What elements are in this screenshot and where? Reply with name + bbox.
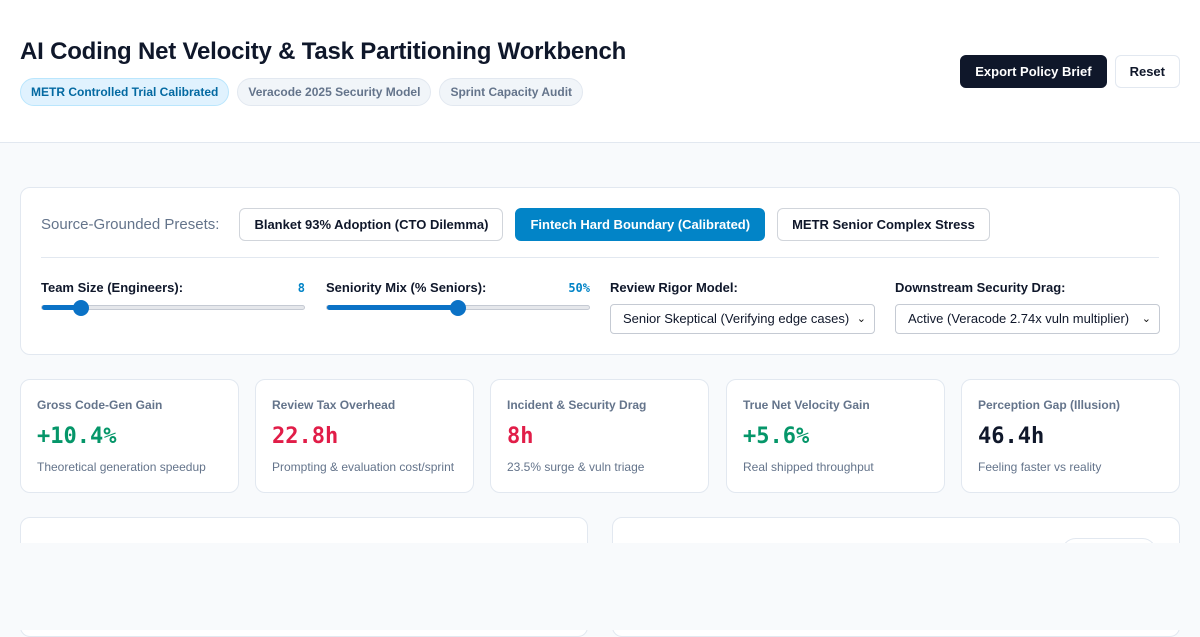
export-policy-brief-button[interactable]: Export Policy Brief: [960, 55, 1107, 88]
metric-subtext: Feeling faster vs reality: [978, 460, 1102, 474]
metric-value: 8h: [507, 424, 534, 449]
team-size-slider-thumb[interactable]: [73, 300, 90, 316]
security-drag-select[interactable]: Active (Veracode 2.74x vuln multiplier) …: [895, 304, 1160, 334]
chevron-down-icon: ⌄: [856, 313, 866, 325]
review-rigor-selected: Senior Skeptical (Verifying edge cases): [623, 311, 850, 326]
team-size-value: 8: [297, 281, 305, 295]
team-size-slider[interactable]: [41, 300, 305, 316]
metric-card-gross-gain: Gross Code-Gen Gain +10.4% Theoretical g…: [20, 379, 239, 493]
app-header: AI Coding Net Velocity & Task Partitioni…: [0, 0, 1200, 143]
seniority-value: 50%: [568, 281, 590, 295]
metric-label: Review Tax Overhead: [272, 398, 396, 412]
metric-card-review-tax: Review Tax Overhead 22.8h Prompting & ev…: [255, 379, 474, 493]
presets-label: Source-Grounded Presets:: [41, 216, 220, 233]
seniority-control: Seniority Mix (% Seniors): 50%: [326, 280, 590, 316]
preset-fintech-boundary[interactable]: Fintech Hard Boundary (Calibrated): [515, 208, 766, 241]
seniority-slider-thumb[interactable]: [450, 300, 466, 316]
chevron-down-icon: ⌄: [1141, 313, 1151, 325]
metric-subtext: Theoretical generation speedup: [37, 460, 206, 474]
security-drag-label: Downstream Security Drag:: [895, 280, 1066, 295]
seniority-label: Seniority Mix (% Seniors):: [326, 280, 487, 295]
security-drag-control: Downstream Security Drag: Active (Veraco…: [895, 280, 1160, 334]
presets-row: Source-Grounded Presets: Blanket 93% Ado…: [41, 208, 1002, 241]
seniority-slider[interactable]: [326, 300, 590, 316]
team-size-slider-fill: [42, 305, 82, 310]
badge-metr[interactable]: METR Controlled Trial Calibrated: [20, 78, 230, 106]
metric-value: 46.4h: [978, 424, 1045, 449]
metric-subtext: Real shipped throughput: [743, 460, 874, 474]
metric-subtext: 23.5% surge & vuln triage: [507, 460, 645, 474]
metric-card-security-drag: Incident & Security Drag 8h 23.5% surge …: [490, 379, 709, 493]
seniority-slider-fill: [327, 305, 458, 310]
badge-veracode[interactable]: Veracode 2025 Security Model: [237, 78, 432, 106]
metric-value: +10.4%: [37, 424, 117, 449]
page-title: AI Coding Net Velocity & Task Partitioni…: [20, 38, 627, 65]
team-size-control: Team Size (Engineers): 8: [41, 280, 305, 316]
controls-panel: Source-Grounded Presets: Blanket 93% Ado…: [20, 187, 1180, 355]
review-rigor-control: Review Rigor Model: Senior Skeptical (Ve…: [610, 280, 875, 334]
metric-label: Gross Code-Gen Gain: [37, 398, 163, 412]
preset-metr-senior-stress[interactable]: METR Senior Complex Stress: [777, 208, 990, 241]
preset-blanket-adoption[interactable]: Blanket 93% Adoption (CTO Dilemma): [239, 208, 504, 241]
source-badges: METR Controlled Trial Calibrated Veracod…: [20, 78, 584, 106]
metric-label: Incident & Security Drag: [507, 398, 647, 412]
badge-sprint-audit[interactable]: Sprint Capacity Audit: [439, 78, 584, 106]
metric-card-net-velocity: True Net Velocity Gain +5.6% Real shippe…: [726, 379, 945, 493]
divider: [41, 257, 1159, 258]
metric-value: 22.8h: [272, 424, 339, 449]
team-size-label: Team Size (Engineers):: [41, 280, 184, 295]
review-rigor-select[interactable]: Senior Skeptical (Verifying edge cases) …: [610, 304, 875, 334]
metric-label: Perception Gap (Illusion): [978, 398, 1121, 412]
header-actions: Export Policy Brief Reset: [960, 55, 1180, 88]
security-drag-selected: Active (Veracode 2.74x vuln multiplier): [908, 311, 1130, 326]
page-background: [0, 543, 1200, 630]
reset-button[interactable]: Reset: [1114, 55, 1180, 88]
metric-subtext: Prompting & evaluation cost/sprint: [272, 460, 455, 474]
metric-value: +5.6%: [743, 424, 810, 449]
review-rigor-label: Review Rigor Model:: [610, 280, 738, 295]
metric-label: True Net Velocity Gain: [743, 398, 870, 412]
metric-card-perception-gap: Perception Gap (Illusion) 46.4h Feeling …: [961, 379, 1180, 493]
